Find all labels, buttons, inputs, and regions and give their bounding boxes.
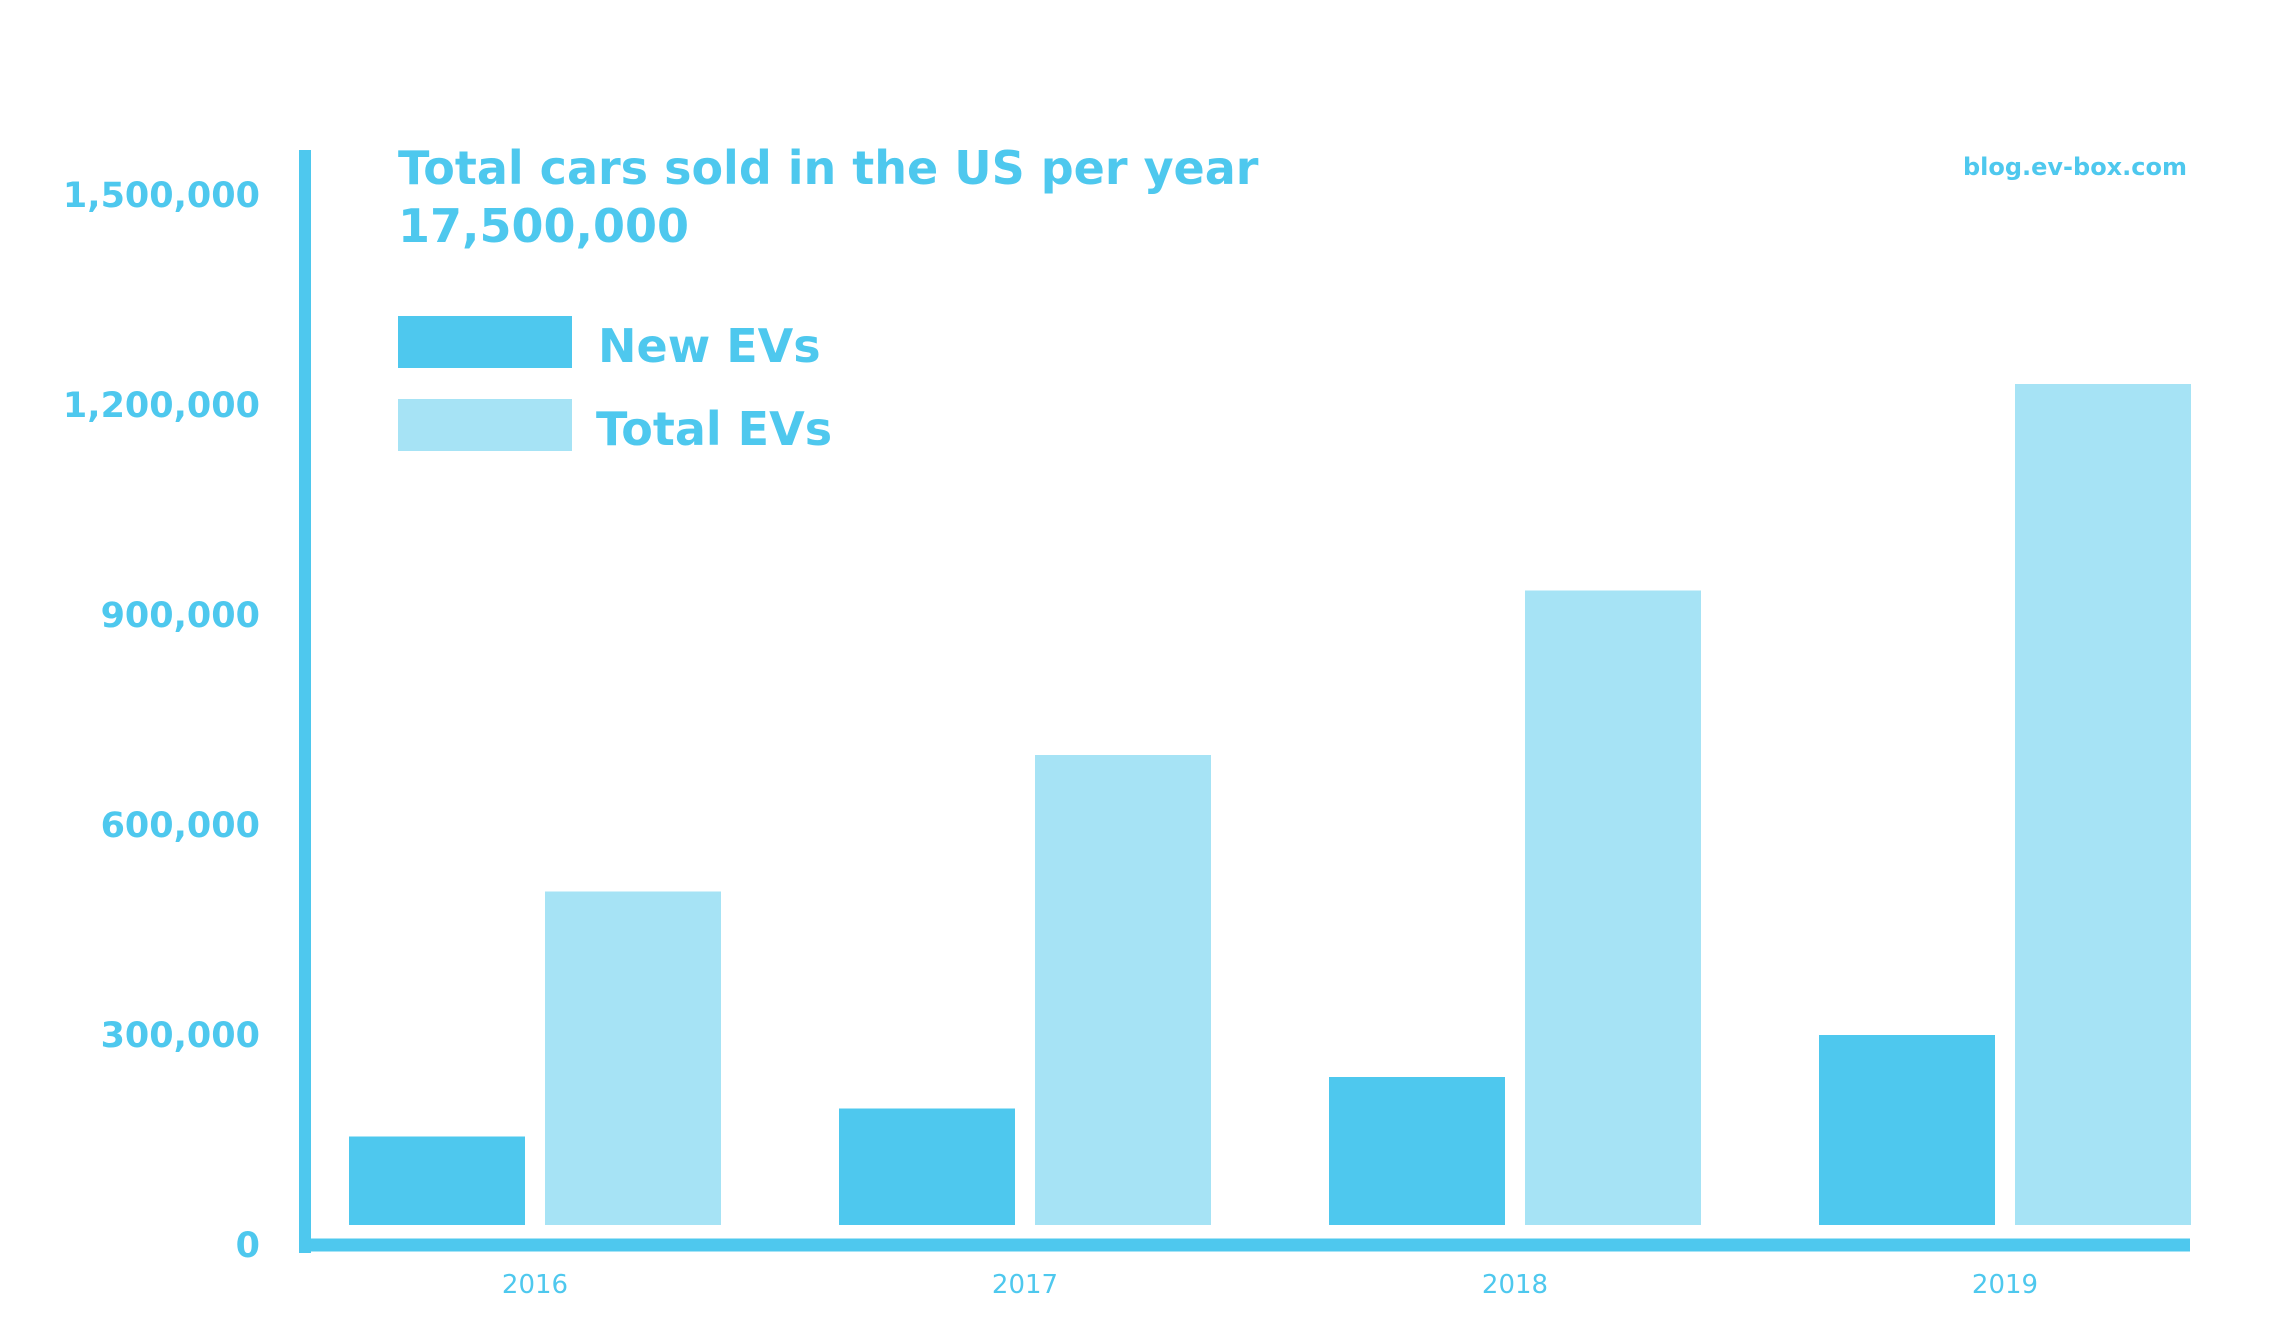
y-tick-label: 0	[236, 1226, 260, 1266]
y-tick-label: 900,000	[101, 596, 260, 636]
legend-label-total-evs: Total EVs	[596, 402, 832, 456]
bar-total-evs-2018	[1525, 590, 1701, 1225]
bar-new-evs-2018	[1329, 1077, 1505, 1225]
legend-swatch-new-evs	[398, 316, 572, 368]
y-axis-ticks: 0 300,000 600,000 900,000 1,200,000 1,500,000	[63, 176, 260, 1266]
y-tick-label: 1,200,000	[63, 386, 260, 426]
x-axis-ticks: 2016 2017 2018 2019	[502, 1270, 2038, 1300]
x-tick-label: 2017	[992, 1270, 1058, 1300]
legend-swatch-total-evs	[398, 399, 572, 451]
bar-total-evs-2017	[1035, 755, 1211, 1225]
y-tick-label: 1,500,000	[63, 176, 260, 216]
bar-total-evs-2016	[545, 891, 721, 1225]
y-tick-label: 300,000	[101, 1016, 260, 1056]
x-tick-label: 2019	[1972, 1270, 2038, 1300]
x-tick-label: 2016	[502, 1270, 568, 1300]
bar-new-evs-2016	[349, 1136, 525, 1225]
source-label: blog.ev-box.com	[1963, 153, 2187, 181]
chart-title: Total cars sold in the US per year	[398, 141, 1259, 195]
bar-new-evs-2017	[839, 1108, 1015, 1225]
y-tick-label: 600,000	[101, 806, 260, 846]
x-tick-label: 2018	[1482, 1270, 1548, 1300]
bars-group	[349, 384, 2191, 1225]
legend-label-new-evs: New EVs	[598, 319, 821, 373]
chart-subtitle: 17,500,000	[398, 199, 689, 253]
bar-total-evs-2019	[2015, 384, 2191, 1225]
bar-new-evs-2019	[1819, 1035, 1995, 1225]
legend: New EVs Total EVs	[398, 316, 832, 456]
